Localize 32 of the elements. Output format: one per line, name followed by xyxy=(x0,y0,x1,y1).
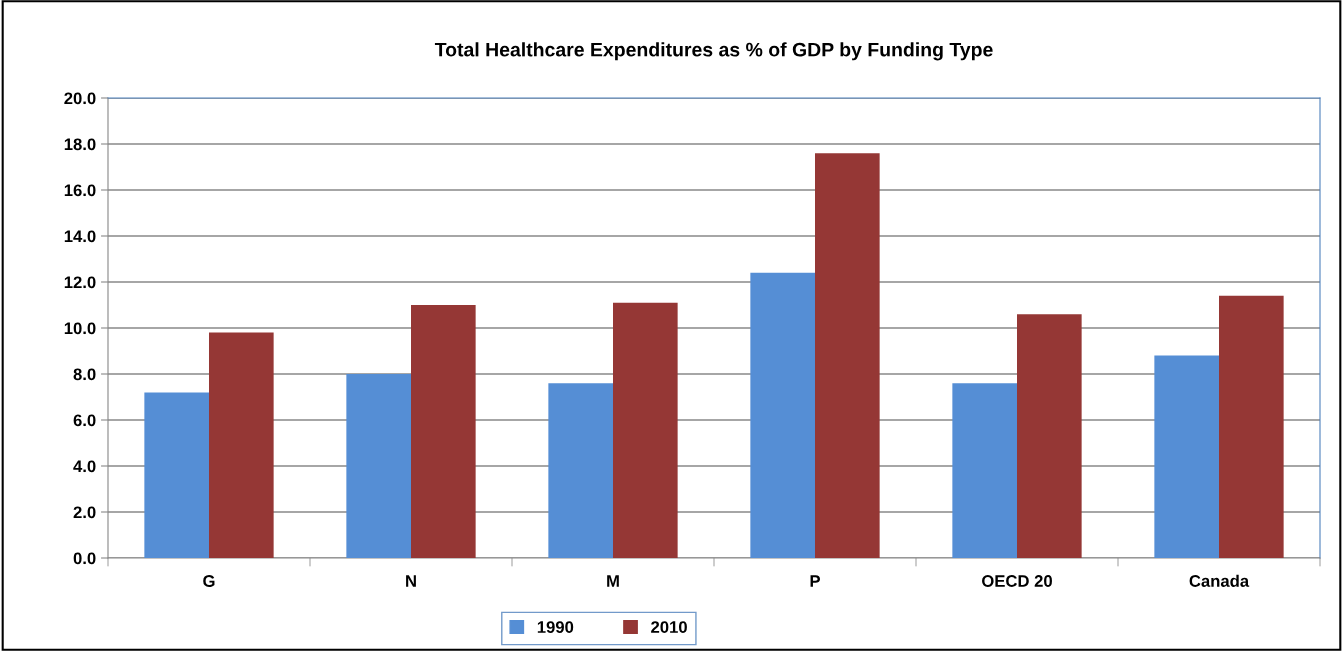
bar xyxy=(815,153,880,558)
bar xyxy=(613,302,678,558)
legend-label: 2010 xyxy=(651,621,687,633)
chart-title: Total Healthcare Expenditures as % of GDP by Funding Type xyxy=(434,42,993,61)
bar xyxy=(1219,295,1284,558)
y-tick-label: 10.0 xyxy=(64,322,96,335)
y-tick-label: 6.0 xyxy=(73,414,96,427)
y-tick-label: 2.0 xyxy=(73,506,96,519)
y-tick-label: 18.0 xyxy=(64,138,96,151)
x-tick-label: P xyxy=(810,575,820,587)
y-tick-label: 8.0 xyxy=(73,368,96,381)
legend-label: 1990 xyxy=(537,621,574,633)
y-tick-label: 4.0 xyxy=(73,460,96,473)
bar xyxy=(952,383,1017,558)
x-tick-label: G xyxy=(203,575,215,587)
bar xyxy=(1154,355,1219,558)
y-tick-label: 0.0 xyxy=(73,552,96,565)
y-tick-label: 12.0 xyxy=(64,276,96,289)
x-tick-label: Canada xyxy=(1189,574,1250,587)
bar xyxy=(1017,314,1082,558)
x-tick-label: OECD 20 xyxy=(982,575,1052,587)
bar xyxy=(144,392,209,558)
bar xyxy=(346,374,411,558)
bar xyxy=(750,272,815,558)
x-tick-label: M xyxy=(607,575,619,587)
x-tick-label: N xyxy=(406,575,416,587)
bar xyxy=(411,305,476,558)
y-tick-label: 14.0 xyxy=(64,230,96,243)
bar xyxy=(209,332,274,558)
y-tick-label: 20.0 xyxy=(64,92,96,105)
bar xyxy=(548,383,613,558)
y-tick-label: 16.0 xyxy=(64,184,96,197)
